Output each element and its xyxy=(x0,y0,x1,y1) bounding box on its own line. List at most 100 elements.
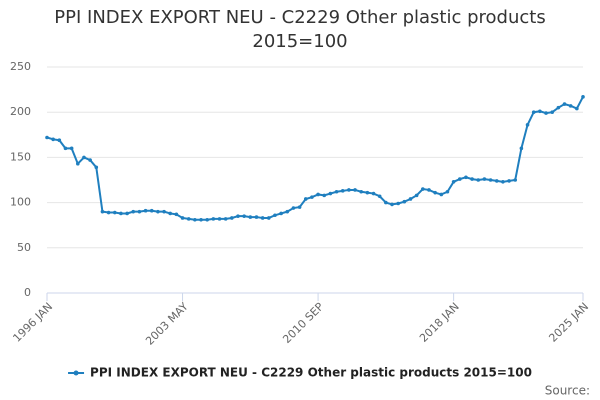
point xyxy=(193,217,197,222)
point xyxy=(94,165,99,170)
point xyxy=(119,211,123,216)
point xyxy=(168,211,173,216)
x-tick-label: 2010 SEP xyxy=(280,300,326,346)
point xyxy=(575,106,579,111)
point xyxy=(390,202,394,207)
point xyxy=(242,214,246,218)
y-tick-label: 50 xyxy=(17,241,31,254)
x-tick-label: 2003 MAY xyxy=(143,300,191,348)
point xyxy=(439,192,444,197)
point xyxy=(254,215,259,219)
point xyxy=(279,211,283,216)
point xyxy=(328,191,333,196)
point xyxy=(396,201,400,206)
point xyxy=(162,209,166,214)
point xyxy=(464,175,468,180)
point xyxy=(525,123,530,127)
point xyxy=(513,178,518,182)
point xyxy=(100,209,105,214)
point xyxy=(531,110,536,114)
x-tick-label: 2018 JAN xyxy=(417,300,462,345)
point xyxy=(482,177,487,181)
point xyxy=(223,217,228,221)
legend-item: PPI INDEX EXPORT NEU - C2229 Other plast… xyxy=(68,366,532,380)
point xyxy=(316,192,320,197)
point xyxy=(51,137,55,142)
point xyxy=(273,213,277,218)
source: Source: xyxy=(545,384,590,398)
point xyxy=(421,187,425,191)
point xyxy=(260,216,265,220)
point xyxy=(266,216,271,220)
x-tick-label: 1996 JAN xyxy=(10,300,55,345)
point xyxy=(211,217,216,221)
point xyxy=(63,146,68,151)
point xyxy=(248,215,253,219)
y-tick-label: 100 xyxy=(10,196,31,209)
point xyxy=(285,209,290,214)
point xyxy=(217,217,222,221)
point xyxy=(408,197,413,201)
point xyxy=(457,177,462,181)
point xyxy=(82,155,86,160)
point xyxy=(538,109,542,114)
point xyxy=(581,95,585,99)
point xyxy=(180,216,185,220)
point xyxy=(230,216,234,220)
point xyxy=(427,188,431,192)
legend-label: PPI INDEX EXPORT NEU - C2229 Other plast… xyxy=(90,366,532,380)
point xyxy=(359,189,364,194)
point xyxy=(507,179,511,183)
point xyxy=(186,217,191,221)
x-tick-label: 2025 JAN xyxy=(546,300,591,345)
point xyxy=(476,178,481,182)
point xyxy=(291,206,296,210)
point xyxy=(402,199,407,204)
point xyxy=(106,210,111,215)
point xyxy=(131,209,136,214)
point xyxy=(556,105,561,110)
point xyxy=(45,135,49,140)
point xyxy=(310,195,314,199)
series-line xyxy=(46,96,584,221)
point xyxy=(88,158,92,162)
point xyxy=(125,211,129,216)
point xyxy=(451,180,456,184)
point xyxy=(377,194,382,199)
point xyxy=(562,102,567,106)
point xyxy=(69,146,74,151)
point xyxy=(470,177,474,181)
point xyxy=(112,210,117,215)
point xyxy=(445,189,450,194)
point xyxy=(550,110,554,114)
y-tick-label: 0 xyxy=(24,286,31,299)
point xyxy=(365,190,370,195)
point xyxy=(371,191,376,196)
point xyxy=(143,208,148,213)
legend-marker xyxy=(73,370,79,376)
point xyxy=(297,205,302,209)
point xyxy=(519,146,524,151)
y-tick-label: 150 xyxy=(10,150,31,163)
point xyxy=(76,161,80,166)
point xyxy=(347,188,351,192)
point xyxy=(205,217,209,222)
point xyxy=(414,193,419,198)
point xyxy=(149,208,154,213)
point xyxy=(303,197,308,201)
point xyxy=(433,190,437,195)
point xyxy=(236,214,240,218)
point xyxy=(334,189,339,194)
chart-title: PPI INDEX EXPORT NEU - C2229 Other plast… xyxy=(54,7,546,52)
point xyxy=(353,188,357,192)
point xyxy=(384,200,388,205)
y-tick-label: 250 xyxy=(10,60,31,73)
point xyxy=(568,104,573,108)
point xyxy=(340,189,345,193)
point xyxy=(494,179,499,183)
point xyxy=(174,212,179,217)
point xyxy=(57,138,62,143)
point xyxy=(544,111,548,115)
